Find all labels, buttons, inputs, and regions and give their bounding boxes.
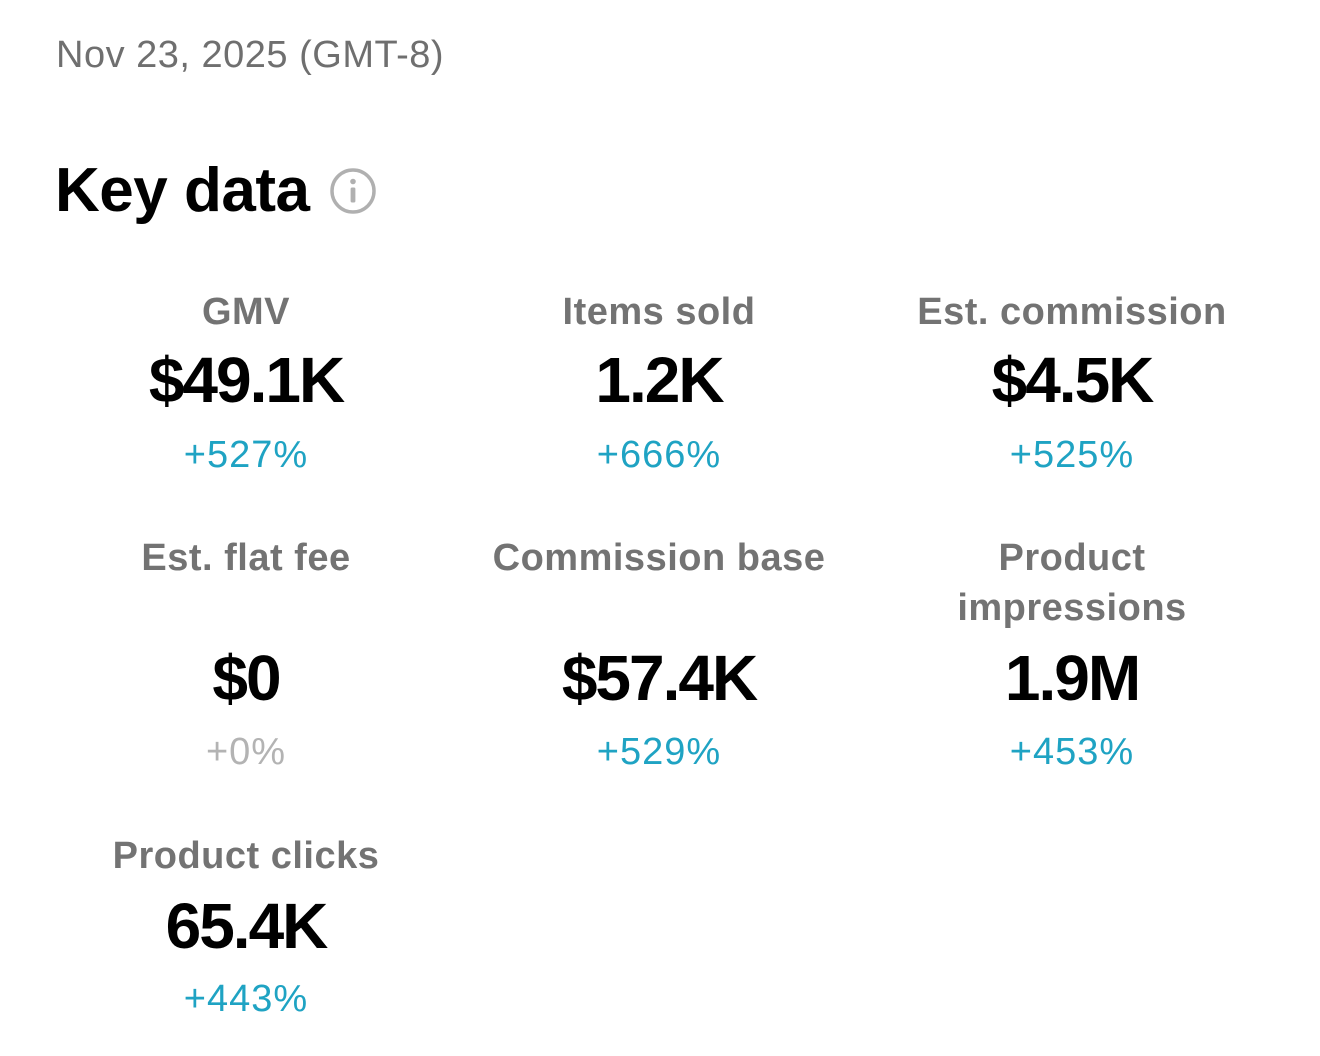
- info-icon[interactable]: [329, 167, 377, 215]
- metric-label: Est. flat fee: [141, 537, 351, 579]
- metric-label: Est. commission: [917, 291, 1227, 333]
- metric-label: GMV: [201, 291, 291, 333]
- metric-value: $0: [212, 642, 281, 714]
- metric-value: 1.9M: [1004, 642, 1141, 714]
- metric-value: 65.4K: [165, 890, 329, 962]
- date-label: Nov 23, 2025 (GMT-8): [56, 34, 445, 76]
- metric-change: +453%: [1009, 731, 1135, 773]
- metric-change: +443%: [183, 978, 309, 1020]
- metric-change: +666%: [596, 434, 722, 476]
- metric-label: Product impressions: [957, 537, 1187, 629]
- metric-value: $49.1K: [148, 344, 345, 416]
- section-title: Key data: [55, 156, 310, 225]
- metric-change: +0%: [205, 731, 287, 773]
- metric-label: Product clicks: [112, 835, 380, 877]
- section-header: Key data: [55, 155, 377, 226]
- metric-value: $4.5K: [991, 344, 1155, 416]
- metric-change: +529%: [596, 731, 722, 773]
- metric-label: Commission base: [492, 537, 826, 579]
- metric-change: +527%: [183, 434, 309, 476]
- metric-change: +525%: [1009, 434, 1135, 476]
- metric-value: $57.4K: [561, 642, 758, 714]
- metric-value: 1.2K: [595, 344, 724, 416]
- metric-label: Items sold: [562, 291, 756, 333]
